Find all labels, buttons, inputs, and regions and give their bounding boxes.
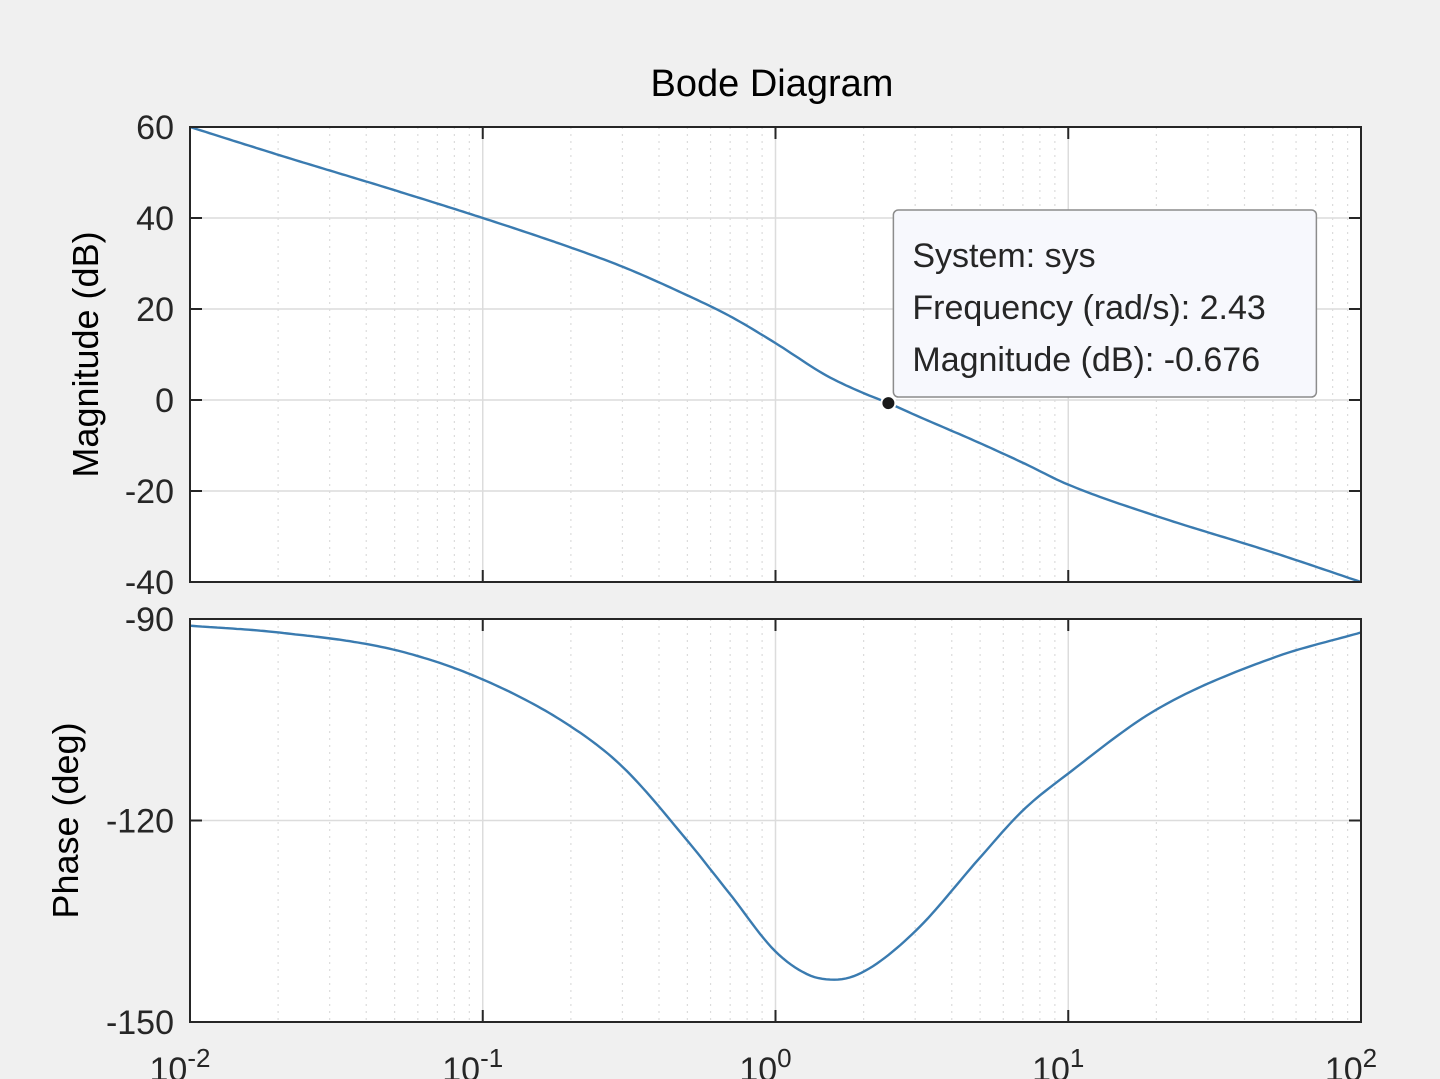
x-tick-label: 102 [1325,1043,1377,1079]
magnitude-y-label: Magnitude (dB) [65,231,106,477]
y-tick-label: 20 [136,291,174,329]
chart-title: Bode Diagram [651,63,894,105]
data-tip-marker[interactable] [880,395,897,412]
y-tick-label: 0 [155,382,174,420]
data-tip-frequency: Frequency (rad/s): 2.43 [912,289,1265,327]
data-tip[interactable]: System: sys Frequency (rad/s): 2.43 Magn… [880,209,1318,412]
series-line [189,624,1362,981]
data-tip-box [892,209,1318,398]
phase-y-label: Phase (deg) [45,722,86,918]
phase-series [189,624,1362,981]
y-tick-label: -120 [106,803,174,841]
y-tick-label: -20 [125,473,174,511]
y-tick-label: -40 [125,564,174,602]
x-tick-label: 101 [1032,1043,1084,1079]
magnitude-series [189,125,1362,584]
phase-axes[interactable]: -90 -120 -150 Phase (deg) [45,601,1362,1042]
y-tick-label: -150 [106,1004,174,1042]
series-line [189,125,1362,584]
magnitude-y-ticks: 60 40 20 0 -20 -40 [125,109,1362,602]
data-tip-magnitude: Magnitude (dB): -0.676 [912,341,1260,379]
x-tick-label: 10-1 [442,1043,503,1079]
y-tick-label: 60 [136,109,174,147]
phase-y-ticks: -90 -120 -150 [106,601,1362,1042]
frequency-x-ticks: 10-2 10-1 100 101 102 [150,1043,1378,1079]
y-tick-label: -90 [125,601,174,639]
data-tip-system: System: sys [912,237,1095,275]
x-tick-label: 10-2 [150,1043,211,1079]
x-tick-label: 100 [739,1043,791,1079]
y-tick-label: 40 [136,200,174,238]
